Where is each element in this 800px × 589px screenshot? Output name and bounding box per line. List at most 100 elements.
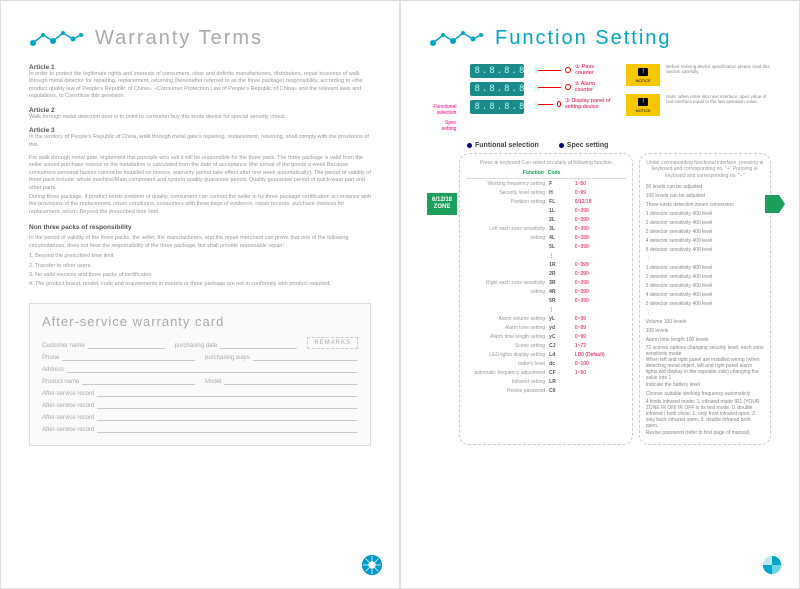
left-box-head: Press ⊕ keyboard Can select circularly a… [466, 160, 626, 166]
wc-product-input[interactable] [82, 377, 195, 385]
function-row: 2R0~399 [466, 269, 626, 278]
function-range: 0~399 [572, 208, 626, 214]
function-name: Revise password [466, 388, 549, 394]
zone-badge: 6/12/18 ZONE [427, 193, 457, 215]
function-desc: 5 detector sensitivity 400 level [646, 246, 764, 255]
wc-pdate-input[interactable] [220, 341, 297, 349]
notice-icon: !NOTICE [626, 94, 660, 116]
function-desc: 5 detector sensitivity 400 level [646, 300, 764, 309]
function-row: Infrared settingLR [466, 377, 626, 386]
wc-asr3-label: After-service record [42, 415, 94, 421]
notice-icon: !NOTICE [626, 64, 660, 86]
wc-address-input[interactable] [67, 365, 358, 373]
wc-remarks-box: REMARKS [307, 337, 358, 349]
wc-phone-input[interactable] [62, 353, 195, 361]
function-desc: When left and right panel are installed … [646, 357, 764, 381]
function-desc: Volume 100 levels [646, 318, 764, 327]
function-range: 0~100 [572, 361, 626, 367]
function-desc: 2 detector sensitivity 400 level [646, 219, 764, 228]
wc-model-label: Model [205, 379, 221, 385]
function-range: 1~50 [572, 370, 626, 376]
alarm-label: ② Alarm counter [575, 81, 613, 93]
function-desc: 100 levels can be adjusted [646, 192, 764, 201]
wc-asr4-label: After-service record [42, 427, 94, 433]
warranty-card-title: After-service warranty card [42, 314, 358, 329]
wc-asr1-input[interactable] [97, 389, 358, 397]
function-desc: 1 detector sensitivity 400 level [646, 264, 764, 273]
notice2-text: Note: when enter into next interface, sp… [666, 94, 771, 116]
function-row: 5R0~399 [466, 296, 626, 305]
function-desc: Indicate the battery level [646, 381, 764, 390]
dots-connector-icon [429, 29, 485, 49]
function-code: F [549, 181, 572, 187]
function-row: automatic frequency adjustmentCF1~50 [466, 368, 626, 377]
function-desc: 2 detector sensitivity 400 level [646, 273, 764, 282]
nonthree-item: 2. Transfer to other users [29, 263, 371, 270]
article-body: In order to protect the legitimate right… [29, 71, 371, 101]
policy-paragraph: For walk through metal gate, implement t… [29, 155, 371, 192]
corner-logo-left [361, 554, 383, 576]
col-function: Function [466, 170, 548, 176]
function-name: automatic frequency adjustment [466, 370, 549, 376]
function-range: 0~99 [572, 190, 626, 196]
nonthree-item: 1. Beyond the prescribed time limit [29, 253, 371, 260]
function-code: 1R [549, 262, 572, 268]
function-row: 1L0~399 [466, 206, 626, 215]
corner-logo-right [761, 554, 783, 576]
function-row: 5L0~399 [466, 242, 626, 251]
function-range: 0~99 [572, 325, 626, 331]
header-left: Warranty Terms [29, 27, 371, 50]
function-code: yC [549, 334, 572, 340]
function-row: LED lights display settingLdLD0 (Default… [466, 350, 626, 359]
bookmark-icon [765, 195, 779, 213]
right-box-head: Under corresponding functional interface… [646, 160, 764, 179]
function-desc: 72 scenes options changing security leve… [646, 345, 764, 357]
display-pass: 8.8.8.8.8. [470, 64, 524, 78]
panel-label: ③ Display panel of setting device [565, 98, 612, 110]
article-heading: Article 3 [29, 127, 371, 134]
tab-functional: Funtional selection [467, 142, 539, 149]
function-name: Partition setting [466, 199, 549, 205]
spec-label: Spec setting [429, 120, 456, 132]
alarm-indicator-icon [565, 84, 571, 90]
wc-asr2-input[interactable] [97, 401, 358, 409]
function-desc: Alarm time length 100 levels [646, 336, 764, 345]
function-name: Alarm volume setting [466, 316, 549, 322]
function-name: Working frequency setting [466, 181, 549, 187]
article-body: Walk through metal detection door is to … [29, 114, 371, 121]
function-code: 2L [549, 217, 572, 223]
function-row: setting4R0~399 [466, 287, 626, 296]
function-range: 0~399 [572, 298, 626, 304]
nonthree-item: 3. No valid invoices and three packs of … [29, 272, 371, 279]
function-name: setting [466, 235, 549, 241]
function-row: ⋮ [466, 251, 626, 260]
wc-asr2-label: After-service record [42, 403, 94, 409]
function-desc: Revise password (refer to first page of … [646, 429, 764, 438]
wc-customer-label: Customer name [42, 343, 85, 349]
function-desc: 4 kinds infrared mode: 1. infrared mode … [646, 399, 764, 429]
wc-customer-input[interactable] [88, 341, 165, 349]
function-row: 2L0~399 [466, 215, 626, 224]
wc-product-label: Product name [42, 379, 79, 385]
function-range: 0~99 [572, 316, 626, 322]
function-range: 0~399 [572, 289, 626, 295]
wc-asr1-label: After-service record [42, 391, 94, 397]
function-range: LD0 (Default) [572, 352, 626, 358]
function-row: Scene settingCJ1~72 [466, 341, 626, 350]
function-range: 1~72 [572, 343, 626, 349]
function-name: setting [466, 289, 549, 295]
policy-paragraph: During three package, if product exists … [29, 194, 371, 216]
article-heading: Article 1 [29, 64, 371, 71]
function-name: LED lights display setting [466, 352, 549, 358]
function-code: LR [549, 379, 572, 385]
pass-indicator-icon [565, 67, 571, 73]
wc-asr3-input[interactable] [97, 413, 358, 421]
function-code: yd [549, 325, 572, 331]
function-row: setting4L0~399 [466, 233, 626, 242]
function-code: ⋮ [549, 253, 572, 259]
function-row: 1R0~399 [466, 260, 626, 269]
function-desc: Choose suitable working frequency automa… [646, 390, 764, 399]
wc-pways-input[interactable] [253, 353, 358, 361]
wc-model-input[interactable] [224, 377, 358, 385]
wc-asr4-input[interactable] [97, 425, 358, 433]
